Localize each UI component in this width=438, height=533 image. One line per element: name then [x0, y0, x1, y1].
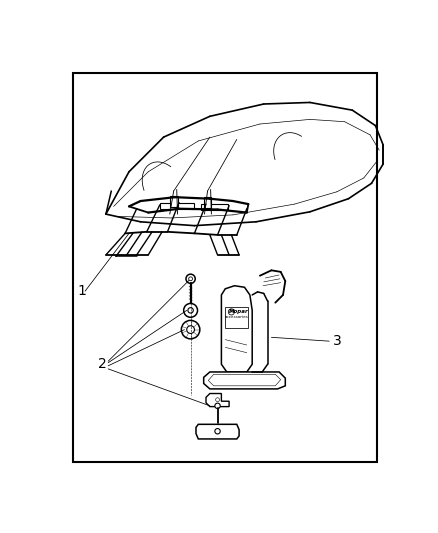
Circle shape	[187, 326, 194, 334]
Text: 1: 1	[78, 284, 86, 298]
Bar	[201, 204, 228, 210]
Circle shape	[228, 309, 234, 315]
Text: 2: 2	[98, 357, 107, 372]
Circle shape	[215, 429, 220, 434]
Polygon shape	[208, 374, 281, 386]
Polygon shape	[221, 286, 252, 372]
Circle shape	[189, 277, 193, 281]
Bar	[225, 306, 248, 328]
Bar	[170, 196, 177, 207]
Bar	[160, 203, 194, 209]
Text: 3: 3	[333, 334, 342, 348]
Text: Mopar: Mopar	[229, 309, 249, 314]
Circle shape	[215, 403, 220, 408]
Polygon shape	[196, 424, 239, 439]
Circle shape	[186, 274, 195, 284]
Circle shape	[215, 398, 219, 401]
Circle shape	[184, 303, 198, 317]
Bar	[204, 197, 212, 208]
Polygon shape	[206, 393, 229, 407]
Polygon shape	[204, 372, 285, 389]
Text: accessories: accessories	[225, 316, 249, 319]
Circle shape	[181, 320, 200, 339]
Text: M: M	[229, 309, 233, 314]
Circle shape	[188, 308, 193, 313]
